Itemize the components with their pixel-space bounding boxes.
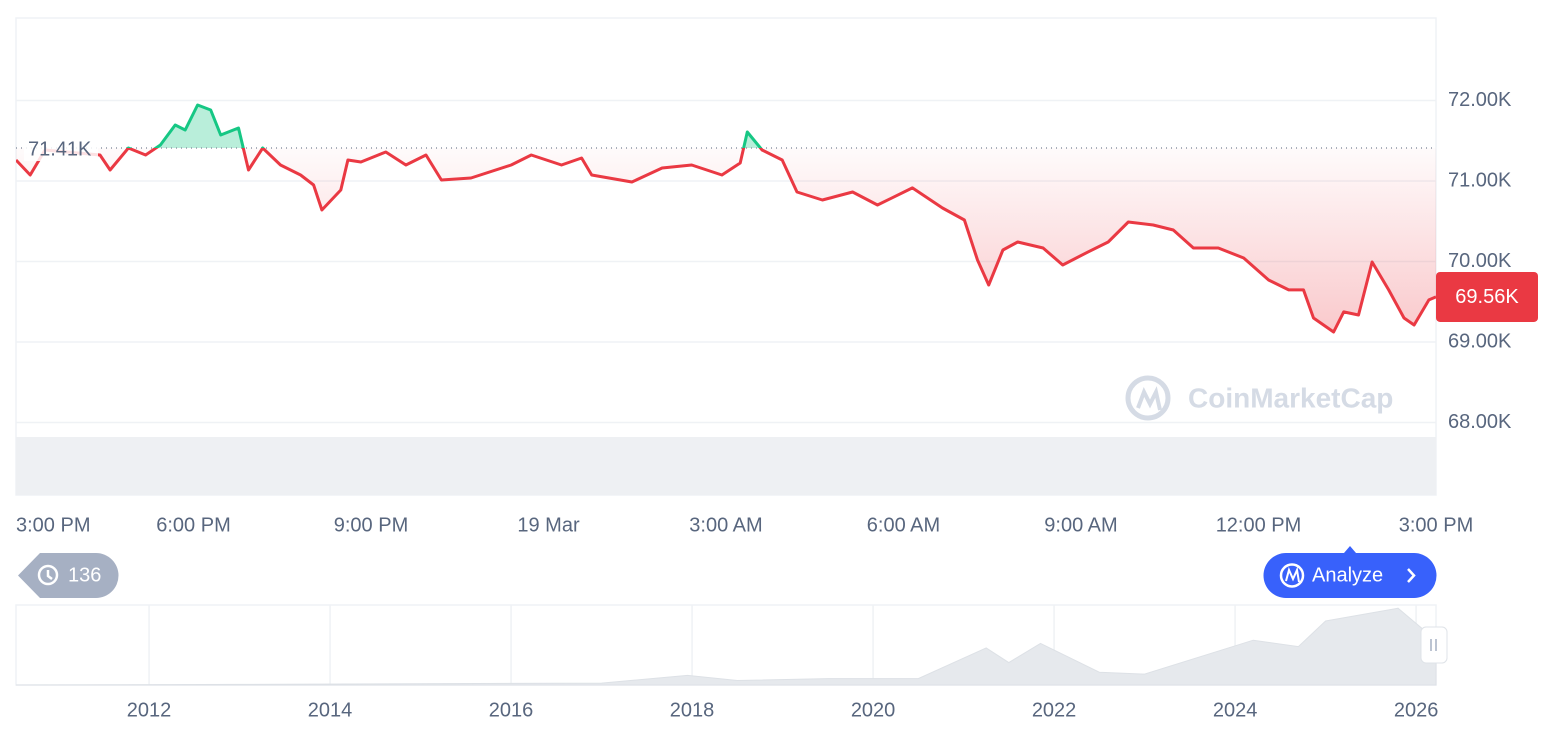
navigator-tick-label: 2012 [127,699,172,721]
reference-label: 71.41K [28,138,92,160]
history-count[interactable]: 136 [68,564,101,586]
volume-band [16,437,1436,495]
watermark: CoinMarketCap [1125,375,1393,421]
history-badge[interactable]: 136 [18,553,119,598]
navigator-tick-label: 2018 [670,699,715,721]
navigator-handle [1420,626,1448,664]
price-line-down [16,148,1436,334]
x-tick-label: 3:00 AM [689,514,762,536]
navigator-tick-label: 2014 [308,699,353,721]
x-tick-label: 19 Mar [517,514,580,536]
y-tick-label: 69.00K [1448,330,1512,352]
navigator-tick-label: 2020 [851,699,896,721]
y-tick-label: 70.00K [1448,250,1512,272]
x-tick-label: 9:00 AM [1044,514,1117,536]
navigator-tick-label: 2024 [1213,699,1258,721]
analyze-button[interactable]: Analyze [1263,546,1437,598]
watermark-text: CoinMarketCap [1188,382,1393,413]
y-tick-label: 72.00K [1448,89,1512,111]
x-tick-label: 9:00 PM [334,514,408,536]
current-price-label: 69.56K [1455,286,1519,308]
price-line-up [126,103,763,149]
x-tick-label: 6:00 AM [867,514,940,536]
x-tick-label: 3:00 PM [16,514,90,536]
current-price-badge [1436,271,1538,322]
reference-label-bg [24,135,98,162]
y-tick-label: 71.00K [1448,169,1512,191]
x-tick-label: 12:00 PM [1216,514,1302,536]
navigator-area [15,607,1437,686]
plot-frame [15,17,1437,496]
y-tick-label: 68.00K [1448,411,1512,433]
navigator-tick-label: 2016 [489,699,534,721]
navigator-tick-label: 2026 [1394,699,1439,721]
navigator-tick-label: 2022 [1032,699,1077,721]
analyze-label[interactable]: Analyze [1312,564,1383,586]
x-tick-label: 6:00 PM [156,514,230,536]
area-down [16,148,1436,332]
x-tick-label: 3:00 PM [1399,514,1473,536]
